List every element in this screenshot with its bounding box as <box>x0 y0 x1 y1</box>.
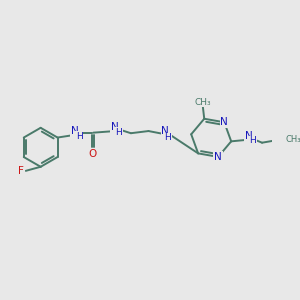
Text: O: O <box>88 148 97 158</box>
Text: CH₃: CH₃ <box>195 98 211 107</box>
Text: H: H <box>165 133 171 142</box>
Text: H: H <box>76 132 83 141</box>
Text: N: N <box>111 122 119 132</box>
Text: N: N <box>244 131 252 141</box>
Text: H: H <box>116 128 122 136</box>
Text: N: N <box>220 117 228 127</box>
Text: CH₃: CH₃ <box>286 136 300 145</box>
Text: H: H <box>250 136 256 145</box>
Text: N: N <box>161 125 169 136</box>
Text: F: F <box>18 166 24 176</box>
Text: N: N <box>71 126 79 136</box>
Text: N: N <box>214 152 222 162</box>
